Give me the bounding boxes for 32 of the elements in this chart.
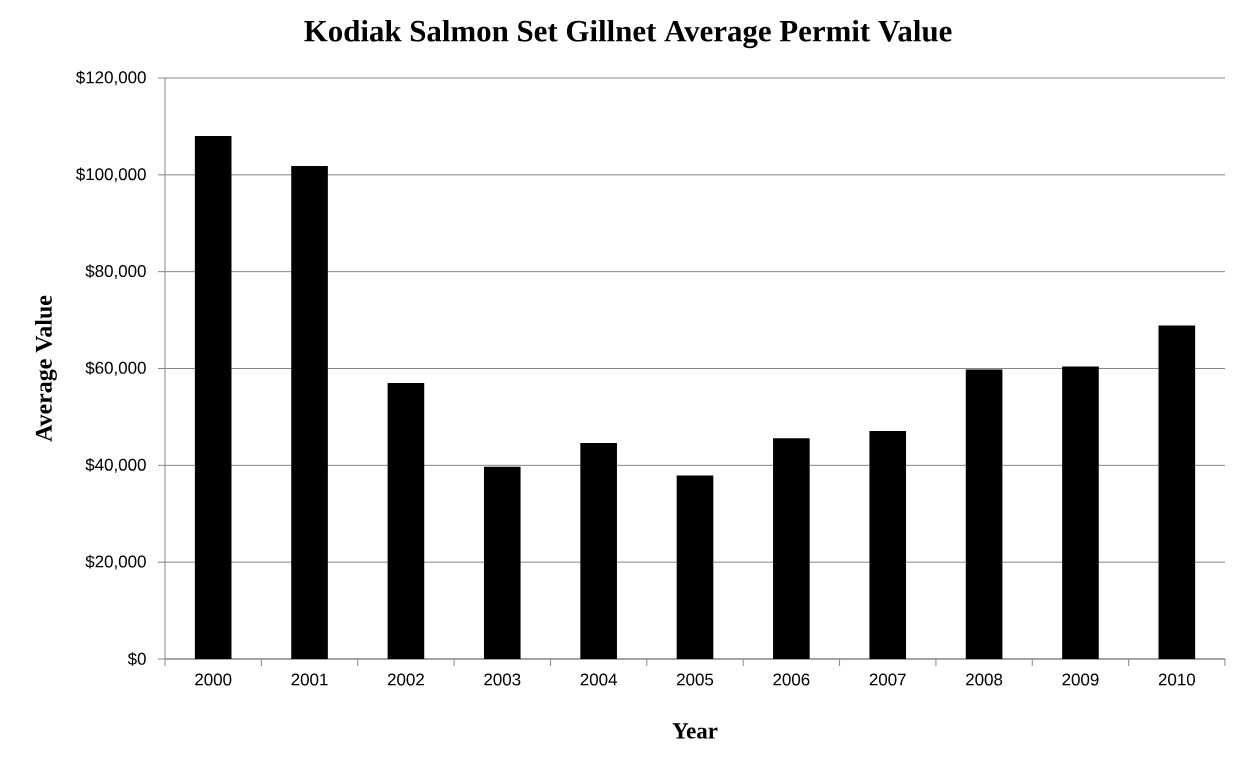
- chart-title: Kodiak Salmon Set Gillnet Average Permit Value: [304, 19, 952, 49]
- bar: [291, 166, 328, 659]
- y-axis-title: Average Value: [35, 295, 57, 442]
- bar: [483, 466, 521, 659]
- x-tick-label: 2010: [1158, 673, 1195, 686]
- bar: [387, 383, 425, 659]
- x-tick-label: 2004: [580, 673, 617, 686]
- bar: [773, 438, 810, 659]
- bar: [580, 443, 617, 659]
- x-tick-label: 2006: [773, 673, 810, 686]
- y-tick-label: $40,000: [85, 457, 146, 473]
- y-tick-label: $0: [127, 652, 146, 666]
- x-tick-label: 2003: [484, 673, 521, 686]
- y-tick-label: $80,000: [85, 264, 146, 280]
- x-tick-label: 2005: [677, 673, 714, 686]
- y-tick-label: $100,000: [76, 167, 146, 183]
- y-tick-label: $120,000: [76, 70, 146, 86]
- x-axis-title: Year: [672, 723, 718, 739]
- x-tick-label: 2001: [291, 673, 328, 686]
- x-tick-label: 2007: [869, 673, 906, 686]
- bar: [965, 369, 1003, 659]
- bar: [1158, 325, 1196, 659]
- y-tick-label: $20,000: [85, 554, 146, 570]
- bar: [194, 136, 232, 659]
- x-tick-label: 2000: [195, 673, 232, 686]
- bar: [1062, 366, 1099, 659]
- x-tick-label: 2008: [966, 673, 1003, 686]
- x-tick-label: 2009: [1062, 673, 1099, 686]
- y-tick-label: $60,000: [85, 361, 146, 376]
- bar: [676, 475, 714, 659]
- x-tick-label: 2002: [387, 673, 424, 686]
- bar: [869, 430, 907, 659]
